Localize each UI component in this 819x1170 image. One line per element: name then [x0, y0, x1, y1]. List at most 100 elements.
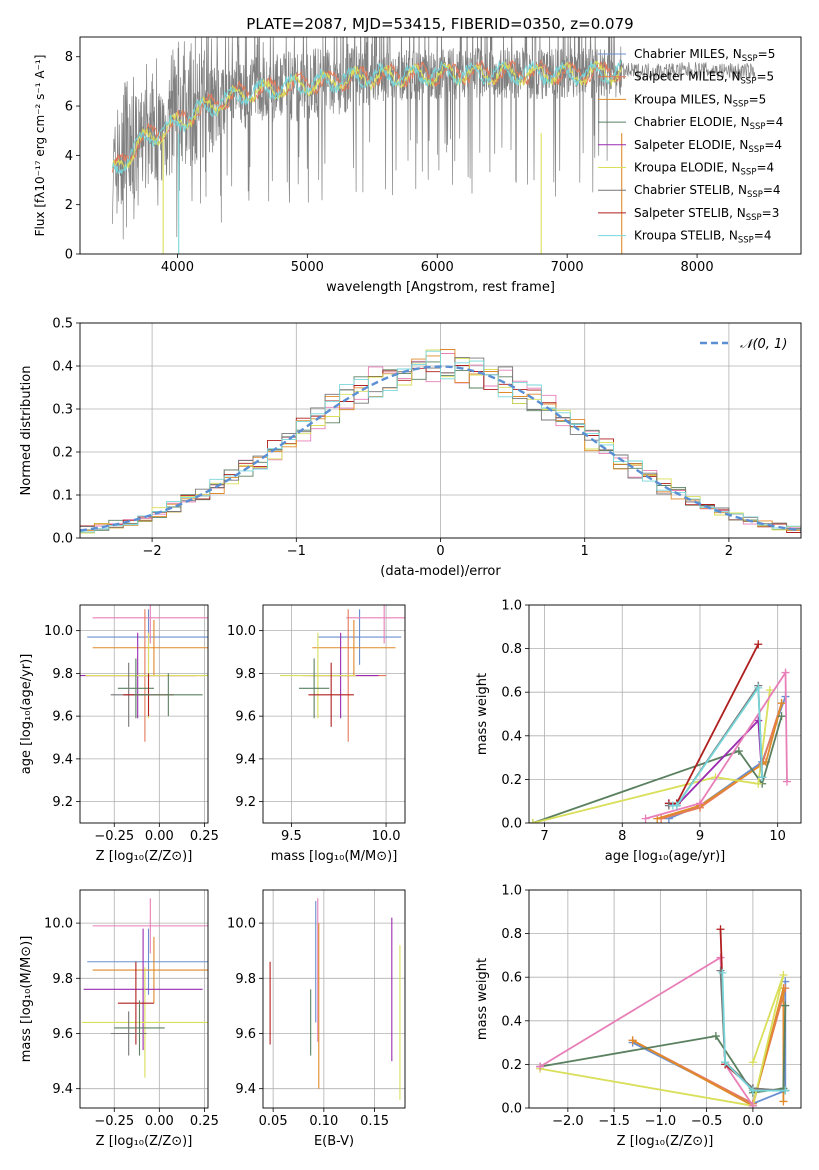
- weight-marker: [628, 1036, 637, 1045]
- errorbar-point: [117, 961, 154, 1045]
- plot-area-mass-vs-ebv: [269, 898, 401, 1100]
- legend-subscript: SSP: [747, 190, 763, 200]
- x-tick-label: 0.0: [743, 1114, 764, 1129]
- x-axis-label: wavelength [Angstrom, rest frame]: [326, 280, 555, 295]
- errorbar-point: [87, 928, 208, 995]
- legend-subscript: SSP: [742, 54, 758, 64]
- x-tick-label: 0.15: [360, 1114, 389, 1129]
- legend-subscript: SSP: [750, 122, 766, 132]
- y-axis-label: Flux [fλ10⁻¹⁷ erg cm⁻² s⁻¹ A⁻¹]: [33, 55, 47, 237]
- x-tick-label: 0.00: [145, 829, 174, 844]
- residual-legend: 𝒩(0, 1): [700, 337, 787, 352]
- x-tick-label: 10.0: [372, 829, 401, 844]
- x-axis-label: Z [log₁₀(Z/Z⊙)]: [96, 1134, 193, 1149]
- spectrum-legend: Chabrier MILES, NSSP=5 Salpeter MILES, NS…: [598, 47, 783, 246]
- y-tick-label: 0.4: [501, 1014, 522, 1029]
- y-tick-label: 0.6: [501, 971, 522, 986]
- residual-histogram-step: [80, 350, 801, 533]
- weight-marker: [711, 1032, 720, 1041]
- y-tick-label: 6: [65, 100, 73, 115]
- y-tick-label: 10.0: [227, 624, 256, 639]
- legend-suffix: =3: [762, 206, 780, 220]
- errorbar-point: [92, 605, 208, 644]
- y-tick-label: 9.8: [52, 667, 73, 682]
- chart-title: PLATE=2087, MJD=53415, FIBERID=0350, z=0…: [246, 15, 633, 33]
- axes-frame: [79, 889, 209, 1109]
- x-tick-label: 7: [540, 829, 548, 844]
- x-tick-label: 2: [725, 544, 733, 559]
- legend-suffix: =4: [754, 229, 772, 243]
- axes-frame: [79, 604, 209, 824]
- legend-label: Chabrier STELIB, NSSP=4: [634, 183, 781, 200]
- weight-series: [529, 686, 774, 823]
- legend-label: Salpeter ELODIE, NSSP=4: [634, 138, 782, 155]
- weight-marker: [536, 1062, 545, 1071]
- plot-area-spectrum: [112, 37, 756, 254]
- legend-label: Kroupa STELIB, NSSP=4: [634, 229, 772, 246]
- y-tick-label: 1.0: [501, 884, 522, 899]
- panel-mass-vs-Z: −0.25 0.00 0.25 9.4 9.6 9.8 10.0 Z [log₁₀(Z/Z⊙)…: [19, 889, 219, 1149]
- errorbar-point: [92, 619, 208, 676]
- x-tick-label: 8000: [681, 260, 714, 275]
- errorbar-point: [110, 1011, 147, 1056]
- errorbar-point: [317, 609, 402, 665]
- errorbar-point: [117, 658, 154, 719]
- axes-frame: [262, 889, 406, 1109]
- weight-series: [664, 681, 767, 810]
- y-tick-label: 9.6: [52, 1027, 73, 1042]
- weight-marker: [781, 1001, 790, 1010]
- axes-frame: [528, 604, 802, 824]
- normal-curve: [80, 365, 801, 532]
- errorbar-point: [92, 898, 208, 954]
- legend-subscript: SSP: [738, 236, 754, 246]
- legend-subscript: SSP: [733, 99, 749, 109]
- y-tick-label: 9.4: [52, 1082, 73, 1097]
- y-axis-label: mass weight: [475, 958, 490, 1040]
- model-spectrum-line: [112, 58, 622, 173]
- weight-marker: [718, 968, 727, 977]
- y-tick-label: 0.4: [52, 360, 73, 375]
- weight-marker: [529, 819, 537, 823]
- weight-marker: [754, 779, 763, 788]
- weight-marker: [781, 668, 790, 677]
- x-axis-label: Z [log₁₀(Z/Z⊙)]: [96, 849, 193, 864]
- weight-marker: [781, 1086, 790, 1095]
- errorbar-point: [308, 662, 354, 727]
- y-axis-label: mass weight: [475, 673, 490, 755]
- plot-area-weight-vs-Z: [536, 925, 790, 1108]
- y-tick-label: 0.6: [501, 686, 522, 701]
- y-tick-label: 9.8: [235, 667, 256, 682]
- x-tick-label: 10: [769, 829, 786, 844]
- weight-marker: [748, 1101, 757, 1108]
- errorbar-point: [83, 928, 203, 1051]
- weight-marker: [779, 971, 788, 980]
- x-axis-label: age [log₁₀(age/yr)]: [605, 849, 726, 864]
- y-tick-label: 9.6: [235, 1027, 256, 1042]
- weight-marker: [748, 1058, 757, 1067]
- errorbar-point: [114, 1000, 165, 1056]
- x-axis-label: mass [log₁₀(M/M⊙)]: [271, 849, 398, 864]
- y-tick-label: 9.8: [52, 972, 73, 987]
- weight-series: [668, 683, 767, 810]
- x-tick-label: 0.25: [190, 829, 219, 844]
- x-tick-label: −2.0: [552, 1114, 584, 1129]
- legend-label: Chabrier MILES, NSSP=5: [634, 47, 775, 64]
- y-tick-label: 10.0: [227, 917, 256, 932]
- panel-spectrum: 4000 5000 6000 7000 8000 0 2 4 6 8 wavelength [Ang…: [33, 36, 802, 295]
- y-tick-label: 2: [65, 198, 73, 213]
- y-tick-label: 9.4: [235, 1082, 256, 1097]
- weight-marker: [641, 814, 650, 823]
- x-tick-label: 0.05: [259, 1114, 288, 1129]
- y-tick-label: 0.1: [52, 489, 73, 504]
- legend-subscript: SSP: [746, 213, 762, 223]
- legend-suffix: =5: [758, 47, 776, 61]
- weight-marker: [754, 683, 763, 692]
- legend-suffix: =4: [763, 183, 781, 197]
- y-axis-label: mass [log₁₀(M/M⊙)]: [19, 936, 34, 1063]
- y-tick-label: 9.2: [235, 795, 256, 810]
- y-tick-label: 9.2: [52, 795, 73, 810]
- y-tick-label: 0.0: [52, 532, 73, 547]
- x-tick-label: −1.5: [598, 1114, 630, 1129]
- y-tick-label: 8: [65, 50, 73, 65]
- axes-frame: [262, 604, 406, 824]
